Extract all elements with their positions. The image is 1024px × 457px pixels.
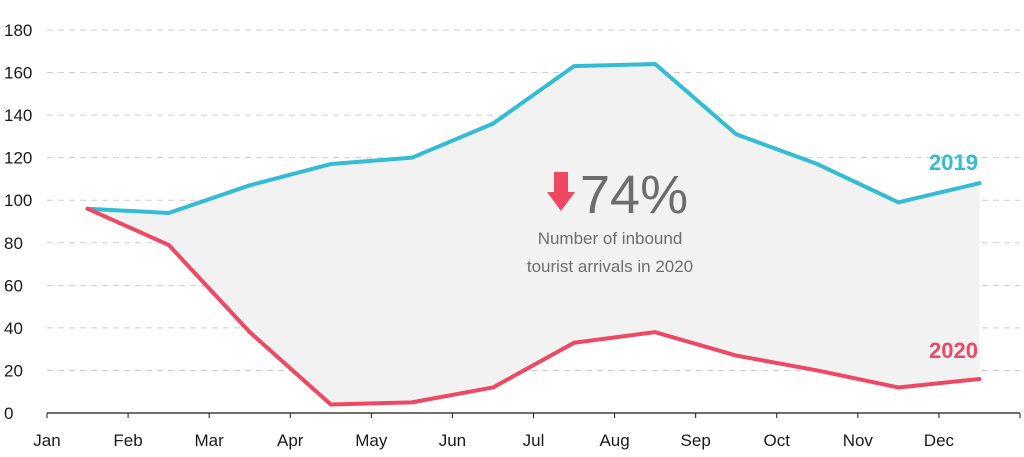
- x-tick-label: Oct: [764, 431, 791, 450]
- data-point: [815, 162, 820, 166]
- data-point: [410, 155, 414, 160]
- data-point: [247, 183, 252, 188]
- x-tick-label: Dec: [924, 431, 955, 450]
- series-line-2019: [85, 62, 982, 215]
- data-point: [166, 243, 171, 247]
- data-point: [977, 377, 982, 381]
- x-tick-label: Aug: [599, 431, 629, 450]
- data-point: [734, 132, 739, 137]
- y-tick-label: 40: [4, 319, 23, 338]
- series-line-2020: [85, 206, 982, 407]
- down-arrow-icon: [547, 172, 575, 211]
- series-label-2019: 2019: [929, 150, 978, 175]
- data-point: [491, 121, 495, 126]
- y-tick-label: 120: [4, 149, 32, 168]
- y-tick-label: 140: [4, 106, 32, 125]
- data-point: [166, 211, 171, 215]
- data-point: [653, 330, 657, 334]
- x-tick-label: Nov: [843, 431, 874, 450]
- annotation-caption-line-1: Number of inbound: [538, 229, 683, 248]
- x-tick-label: Mar: [195, 431, 225, 450]
- x-tick-label: Jun: [439, 431, 466, 450]
- y-tick-label: 80: [4, 234, 23, 253]
- data-point: [896, 385, 901, 390]
- y-tick-label: 0: [4, 404, 13, 423]
- x-tick-label: Jul: [523, 431, 545, 450]
- x-tick-label: May: [355, 431, 388, 450]
- x-axis-ticks: Jan Feb Mar Apr May Jun Jul Aug Sep Oct Nov Dec: [33, 413, 1021, 450]
- data-point: [977, 181, 982, 185]
- data-point: [491, 385, 495, 390]
- data-point: [815, 368, 820, 373]
- y-tick-label: 20: [4, 361, 23, 380]
- data-point: [328, 402, 333, 407]
- fill-between-path: [87, 64, 980, 405]
- data-point: [896, 200, 901, 205]
- data-point: [734, 353, 739, 358]
- x-tick-label: Apr: [277, 431, 304, 450]
- series-label-2020: 2020: [929, 338, 978, 363]
- y-tick-label: 60: [4, 276, 23, 295]
- annotation-value: 74%: [580, 165, 688, 225]
- y-tick-label: 160: [4, 64, 32, 83]
- data-point: [653, 62, 657, 66]
- series-lines: [85, 62, 982, 407]
- y-axis-ticks: 0 20 40 60 80 100 120 140 160 180: [4, 21, 32, 423]
- fill-between-area: [87, 64, 980, 405]
- series-labels: 2019 2020: [929, 150, 978, 363]
- y-tick-label: 180: [4, 21, 32, 40]
- x-tick-label: Sep: [681, 431, 711, 450]
- data-point: [572, 340, 576, 345]
- x-tick-label: Feb: [113, 431, 142, 450]
- y-tick-label: 100: [4, 191, 32, 210]
- x-tick-label: Jan: [33, 431, 60, 450]
- data-point: [410, 400, 414, 405]
- data-point: [247, 330, 252, 334]
- data-point: [572, 64, 576, 68]
- annotation-caption-line-2: tourist arrivals in 2020: [527, 257, 693, 276]
- annotation: 74% Number of inbound tourist arrivals i…: [527, 165, 693, 276]
- data-point: [85, 206, 90, 211]
- data-point: [328, 162, 333, 166]
